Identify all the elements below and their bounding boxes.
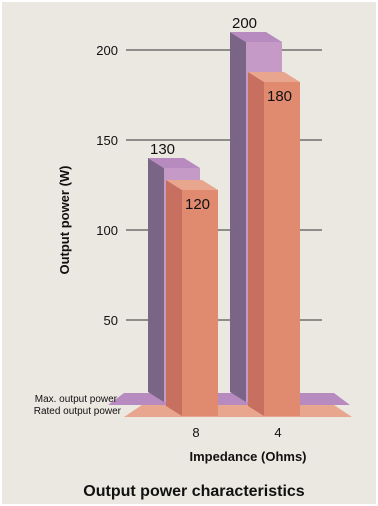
bar-rated-side bbox=[166, 180, 182, 416]
legend-label-rated: Rated output power bbox=[34, 406, 122, 417]
y-tick-label: 200 bbox=[96, 43, 118, 58]
bar-rated-top bbox=[166, 180, 218, 190]
bar-rated-output-power bbox=[264, 82, 300, 416]
bar-rated-top bbox=[248, 72, 300, 82]
floor-rated-output-power bbox=[124, 405, 352, 417]
bar-max-side bbox=[148, 158, 164, 402]
y-tick-label: 150 bbox=[96, 133, 118, 148]
x-tick-label: 4 bbox=[274, 425, 281, 440]
bar-max-side bbox=[230, 32, 246, 402]
value-label-rated: 180 bbox=[267, 88, 292, 105]
bars bbox=[148, 32, 300, 416]
y-axis-title: Output power (W) bbox=[57, 165, 72, 274]
x-tick-label: 8 bbox=[192, 425, 199, 440]
y-tick-label: 100 bbox=[96, 223, 118, 238]
value-label-max: 130 bbox=[150, 141, 175, 158]
bar-max-top bbox=[148, 158, 200, 168]
bar-max-top bbox=[230, 32, 282, 42]
bar-rated-side bbox=[248, 72, 264, 416]
floor-max-output-power bbox=[108, 393, 350, 405]
legend-label-max: Max. output power bbox=[35, 394, 118, 405]
chart-title: Output power characteristics bbox=[83, 483, 304, 500]
value-labels: 130 120 200 180 bbox=[150, 15, 292, 213]
y-tick-label: 50 bbox=[104, 313, 118, 328]
bar-rated-output-power bbox=[182, 190, 218, 416]
x-axis-title: Impedance (Ohms) bbox=[189, 449, 306, 464]
series-floors bbox=[108, 393, 352, 417]
value-label-rated: 120 bbox=[185, 196, 210, 213]
y-tick-labels: 50 100 150 200 bbox=[96, 43, 118, 328]
value-label-max: 200 bbox=[232, 15, 257, 32]
